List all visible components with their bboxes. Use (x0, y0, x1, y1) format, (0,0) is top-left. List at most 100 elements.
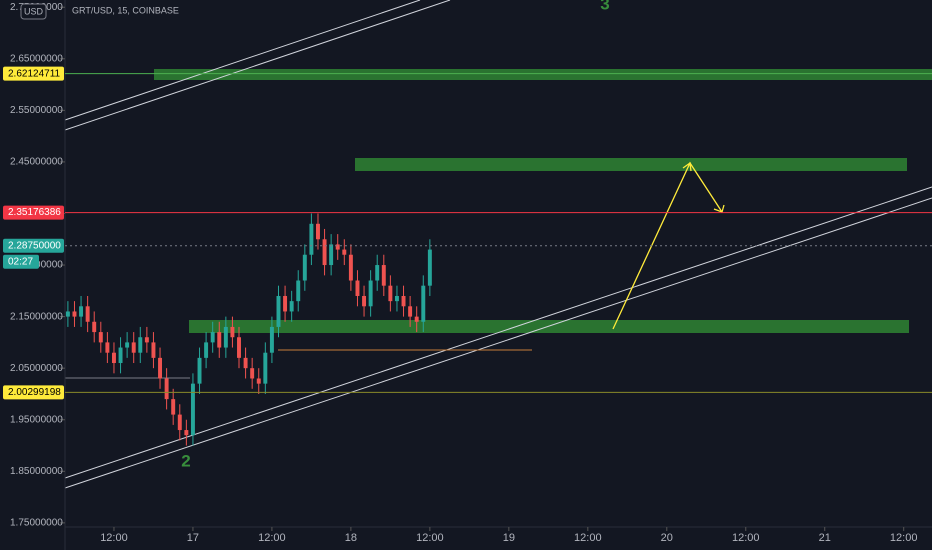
x-tick-label: 12:00 (732, 532, 760, 544)
currency: USD (24, 6, 44, 16)
candle-body (230, 326, 235, 338)
countdown: 02:27 (8, 256, 33, 267)
candle-body (197, 357, 202, 384)
candle-body (243, 357, 248, 369)
candle-body (151, 342, 156, 358)
y-tick-label: 2.05000000 (10, 363, 63, 374)
price-label: 2.28750000 (8, 240, 61, 251)
price-label-box (3, 205, 64, 220)
zone (154, 69, 932, 80)
candle-body (171, 399, 176, 415)
candle-body (408, 306, 413, 317)
arrow-head (713, 204, 725, 213)
candle-body (322, 239, 327, 266)
candle-body (329, 244, 334, 266)
candle-body (348, 254, 353, 281)
candle-body (217, 332, 222, 348)
x-tick-label: 19 (503, 532, 515, 544)
x-tick-label: 12:00 (100, 532, 128, 544)
candle-body (309, 223, 314, 255)
x-tick-label: 21 (819, 532, 831, 544)
candle-body (164, 378, 169, 400)
candle-body (335, 244, 340, 250)
candle-body (111, 352, 116, 364)
candle-body (131, 342, 136, 353)
candle-body (72, 311, 77, 317)
candle-body (263, 352, 268, 384)
y-tick-label: 1.85000000 (10, 466, 63, 477)
y-tick-label: 2.15000000 (10, 311, 63, 322)
candle-body (105, 342, 110, 353)
candle-body (355, 280, 360, 296)
y-tick-label: 2.55000000 (10, 105, 63, 116)
candle-body (362, 295, 367, 307)
candle-body (184, 430, 189, 436)
candle-body (237, 337, 241, 358)
x-tick-label: 12:00 (416, 532, 444, 544)
candle-body (302, 254, 307, 281)
y-tick-label: 1.95000000 (10, 414, 63, 425)
price-label-box (3, 238, 64, 253)
candle-body (256, 378, 261, 384)
arrow-head (682, 161, 692, 172)
candle-body (427, 249, 432, 286)
candle-body (394, 295, 399, 302)
candle-body (210, 332, 215, 343)
trend-line (64, 186, 932, 479)
y-tick-label: 1.75000000 (10, 518, 63, 529)
price-label-box (3, 66, 64, 81)
trend-line (64, 0, 421, 121)
candle-body (98, 332, 103, 343)
candle-body (144, 337, 149, 343)
candle-body (177, 414, 182, 431)
candle-body (158, 357, 163, 379)
plot-area (64, 0, 932, 489)
candle-body (190, 383, 195, 436)
wave-label: 2 (181, 451, 190, 470)
price-label: 2.35176386 (8, 207, 61, 218)
candle-body (316, 223, 320, 240)
candle-body (118, 347, 123, 364)
candle-body (342, 249, 347, 255)
candle-body (283, 295, 288, 312)
candle-body (401, 295, 406, 307)
x-tick-label: 20 (661, 532, 673, 544)
candle-body (79, 306, 84, 317)
y-tick-label: 2.65000000 (10, 53, 63, 64)
currency-badge (20, 3, 47, 20)
candle-body (375, 265, 380, 281)
candle-body (388, 285, 393, 302)
candle-body (381, 265, 386, 286)
candle-body (414, 316, 419, 322)
candle-body (421, 285, 426, 322)
candle-body (125, 342, 130, 348)
trend-line (64, 0, 451, 131)
candle-body (138, 337, 143, 353)
countdown-box (3, 254, 39, 269)
candle-body (276, 295, 281, 327)
candle-body (289, 301, 294, 312)
wave-label: 3 (600, 0, 609, 13)
candle-body (223, 326, 228, 348)
candle-body (368, 280, 373, 307)
zone (355, 158, 907, 171)
symbol-label: GRT/USD, 15, COINBASE (72, 5, 179, 15)
candle-body (250, 368, 255, 379)
x-tick-label: 17 (187, 532, 199, 544)
candle-body (85, 306, 90, 322)
price-label: 2.62124711 (8, 68, 61, 79)
candle-body (204, 342, 209, 358)
candle-body (92, 321, 97, 333)
x-tick-label: 18 (345, 532, 357, 544)
candle-body (269, 326, 274, 353)
x-tick-label: 12:00 (258, 532, 286, 544)
x-tick-label: 12:00 (574, 532, 602, 544)
candle-body (296, 280, 301, 302)
candle-body (65, 311, 70, 317)
x-tick-label: 12:00 (890, 532, 918, 544)
price-label-box (3, 385, 64, 400)
y-tick-label: 2.45000000 (10, 157, 63, 168)
